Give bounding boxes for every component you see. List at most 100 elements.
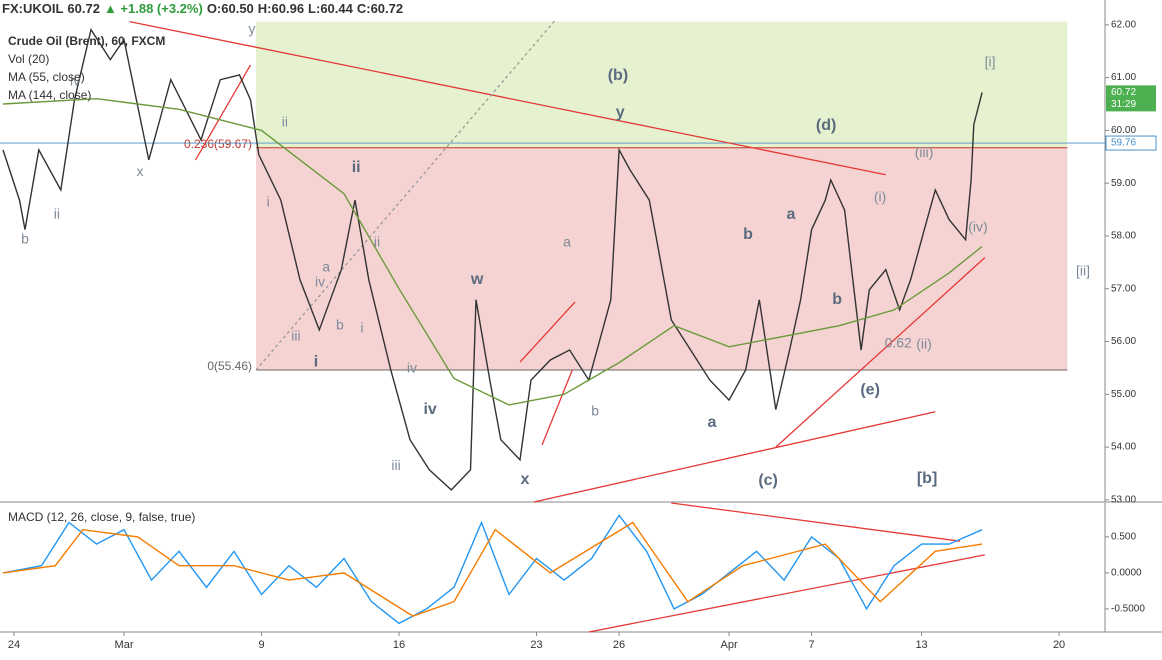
wave-label: ii [282,114,288,130]
x-tick-label: 9 [258,639,264,651]
trendline [775,257,986,448]
wave-label: b [21,230,29,246]
header-item: 60.72 [67,1,100,16]
wave-label: b [336,316,344,332]
wave-label: a [708,414,717,431]
wave-label: [ii] [1076,263,1090,279]
wave-label: i [360,320,363,336]
price-tag-label: 59.76 [1111,138,1136,149]
wave-label: x [521,471,530,488]
trendline [519,301,576,363]
wave-label: y [248,20,255,36]
trendline [533,411,936,503]
wave-label: (iv) [968,219,987,235]
legend: Crude Oil (Brent), 60, FXCM Vol (20) MA (5… [8,32,165,104]
fib-zone [256,147,1068,371]
legend-row: Crude Oil (Brent), 60, FXCM [8,32,165,50]
wave-label: (iii) [915,144,934,160]
wave-label: a [563,234,571,250]
fib-label: 0.236(59.67) [184,137,252,151]
legend-entry: Crude Oil (Brent), 60, FXCM [8,34,166,48]
y-tick-label: 56.00 [1111,336,1136,347]
countdown-label: 31:29 [1111,99,1136,110]
wave-label: a [786,206,795,223]
wave-label: iv [70,73,80,89]
legend-row: MA (144, close) [8,86,165,104]
wave-label: [i] [985,54,996,70]
wave-label: ii [352,159,361,176]
wave-label: (e) [860,381,880,398]
price-tag [1105,135,1157,151]
y-tick-label: 53.00 [1111,495,1136,506]
wave-label: b [743,226,753,243]
trendline [541,369,573,446]
y-tick-label: 0.0000 [1111,568,1142,579]
legend-row: Vol (20) [8,50,165,68]
wave-label: (b) [608,67,628,84]
last-price-label: 60.72 [1111,87,1136,98]
wave-label: (i) [874,189,886,205]
trendline [255,19,557,371]
y-tick-label: 62.00 [1111,19,1136,30]
trendline [588,554,985,633]
x-tick-label: 24 [8,639,20,651]
y-tick-label: 60.00 [1111,125,1136,136]
series-line [2,97,983,406]
fib-zone [256,21,1068,148]
wave-label: (d) [816,117,836,134]
legend-entry: MA (55, close) [8,70,85,84]
wave-label: 0.62 [885,334,912,350]
series-line [2,521,983,617]
header-item: L:60.44 [308,1,353,16]
wave-label: i [267,193,270,209]
header-item: H:60.96 [257,1,305,16]
wave-label: iii [291,327,300,343]
x-tick-label: 23 [530,639,542,651]
y-tick-label: 58.00 [1111,231,1136,242]
trendline [671,502,961,542]
wave-label: x [136,163,143,179]
fib-label: 0(55.46) [207,359,252,373]
last-price-tag [1106,85,1156,112]
x-tick-label: 7 [808,639,814,651]
wave-label: iv [423,401,436,418]
panel-title: MACD (12, 26, close, 9, false, true) [8,510,195,524]
header-item: FX:UKOIL [2,1,64,16]
x-tick-label: 16 [393,639,405,651]
wave-label: (c) [758,472,778,489]
symbol-header: FX:UKOIL 60.72 ▲ +1.88 (+3.2%) O:60.50 H:60.… [2,1,407,16]
legend-entry: Vol (20) [8,52,50,66]
y-tick-label: 0.500 [1111,532,1136,543]
series-line [2,27,983,491]
x-tick-label: Mar [115,639,134,651]
wave-label: b [591,402,599,418]
wave-label: i [314,353,318,370]
header-item: O:60.50 [206,1,254,16]
wave-label: iv [407,360,417,376]
x-tick-label: 20 [1053,639,1065,651]
legend-row: MA (55, close) [8,68,165,86]
header-item: ▲ +1.88 (+3.2%) [103,1,203,16]
y-tick-label: 54.00 [1111,442,1136,453]
series-line [2,514,983,625]
trendline [129,21,886,176]
y-tick-label: 55.00 [1111,389,1136,400]
wave-label: [b] [917,470,937,487]
x-tick-label: 13 [915,639,927,651]
y-tick-label: -0.5000 [1111,604,1145,615]
wave-label: a [322,258,330,274]
wave-label: y [616,104,625,121]
wave-label: iv [315,274,325,290]
y-tick-label: 61.00 [1111,72,1136,83]
wave-label: ii [374,234,380,250]
wave-label: iii [391,457,400,473]
wave-label: (ii) [916,335,932,351]
wave-label: b [832,291,842,308]
legend-entry: MA (144, close) [8,88,92,102]
x-tick-label: 26 [613,639,625,651]
wave-label: ii [54,206,60,222]
y-tick-label: 57.00 [1111,283,1136,294]
header-item: C:60.72 [356,1,404,16]
